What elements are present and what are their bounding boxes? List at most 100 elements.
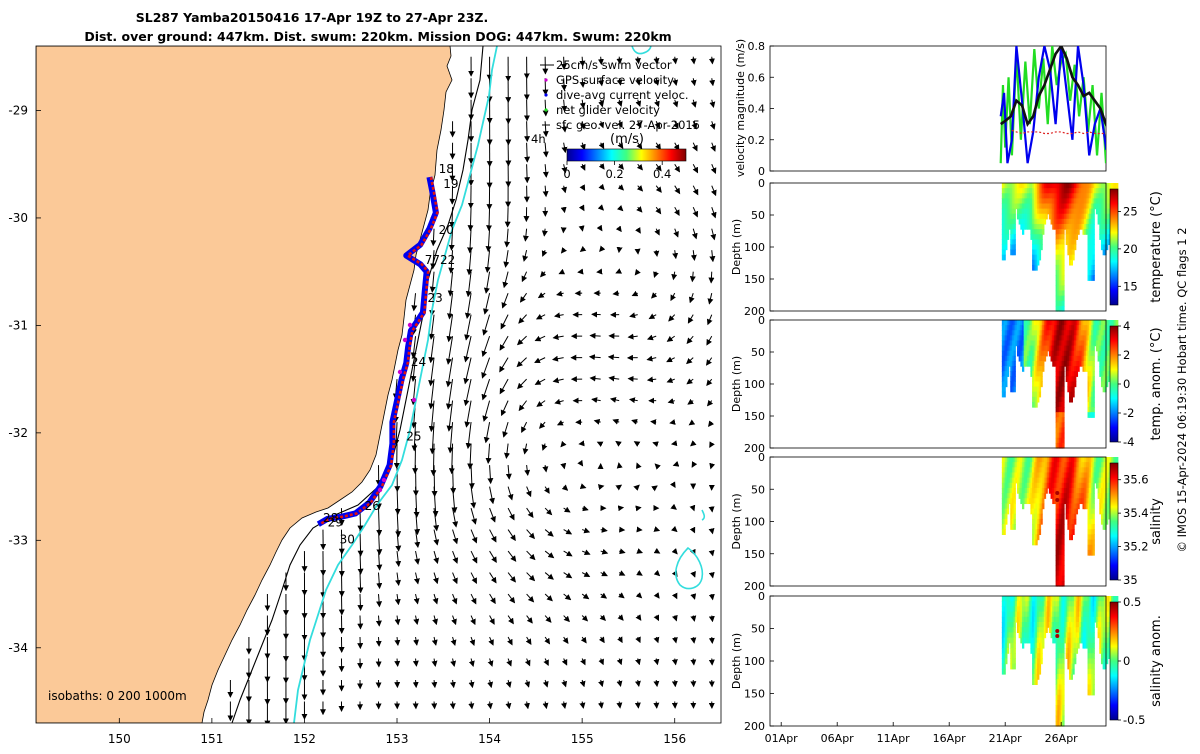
heatmap-cell <box>1093 219 1095 225</box>
gps-surface-velocity-marker <box>412 398 416 402</box>
map-xtick-label: 151 <box>200 732 223 746</box>
heatmap-cell <box>1093 397 1095 403</box>
day-label: 23 <box>428 291 443 305</box>
heatmap-cell <box>1014 224 1016 230</box>
velocity-panel: 00.20.40.60.8 velocity magnitude (m/s) <box>734 39 1116 178</box>
heatmap-cell <box>1042 503 1044 509</box>
heatmap-cell <box>1062 653 1064 659</box>
colorbar-tick-label: -0.5 <box>1123 713 1145 727</box>
day-label: 19 <box>443 177 458 191</box>
heatmap-cell <box>1093 529 1095 535</box>
velocity-vector-arrow <box>655 464 656 465</box>
heatmap-cell <box>1040 239 1042 245</box>
heatmap-cell <box>1093 643 1095 649</box>
heatmap-ytick-label: 50 <box>751 483 765 496</box>
heatmap-cell <box>1046 351 1048 357</box>
heatmap-cell <box>1072 529 1074 535</box>
map-xtick-label: 155 <box>571 732 594 746</box>
heatmap-cell <box>1062 690 1064 696</box>
heatmap-ytick-label: 100 <box>744 241 765 254</box>
heatmap-cell <box>1062 285 1064 291</box>
heatmap-cell <box>1014 387 1016 393</box>
heatmap-cell <box>1040 514 1042 520</box>
heatmap-cell <box>1071 674 1073 680</box>
heatmap-cell <box>1093 622 1095 628</box>
heatmap-cell <box>1062 716 1064 722</box>
heatmap-cell <box>1044 632 1046 638</box>
heatmap-cell <box>1062 392 1064 398</box>
heatmap-cell <box>1093 244 1095 250</box>
heatmap-cell <box>1039 664 1041 670</box>
heatmap-cell <box>1062 255 1064 261</box>
heatmap-cell <box>1062 509 1064 515</box>
heatmap-cell <box>1042 638 1044 644</box>
date-tick-label: 21Apr <box>989 732 1023 745</box>
heatmap-cell <box>1077 503 1079 509</box>
heatmap-cell <box>1007 648 1009 654</box>
heatmap-cell <box>1014 658 1016 664</box>
velocity-vector-arrow <box>397 659 398 666</box>
heatmap-cell <box>1093 224 1095 230</box>
heatmap-cell <box>1004 664 1006 670</box>
heatmap-cell <box>1039 255 1041 261</box>
heatmap-ytick-label: 0 <box>758 451 765 464</box>
heatmap-cell <box>1039 387 1041 393</box>
heatmap-cell <box>1062 514 1064 520</box>
heatmap-cell <box>1062 545 1064 551</box>
date-tick-label: 16Apr <box>933 732 967 745</box>
heatmap-cell <box>1014 361 1016 367</box>
date-tick-label: 06Apr <box>821 732 855 745</box>
heatmap-cell <box>1093 534 1095 540</box>
heatmap-cell <box>1039 392 1041 398</box>
colorbar-tick-label: 4 <box>1123 319 1130 333</box>
heatmap-cell <box>1062 648 1064 654</box>
legend-entry-net-glider: net glider velocity <box>556 103 660 117</box>
heatmap-cell <box>1062 301 1064 307</box>
heatmap-cell <box>1005 381 1007 387</box>
heatmap-cell <box>1014 483 1016 489</box>
heatmap-cell <box>1014 371 1016 377</box>
velocity-ytick-label: 0.2 <box>748 134 766 147</box>
heatmap-cell <box>1042 224 1044 230</box>
heatmap-cell <box>1046 488 1048 494</box>
heatmap-ytick-label: 0 <box>758 590 765 603</box>
heatmap-cell <box>1014 664 1016 670</box>
heatmap-cell <box>1093 503 1095 509</box>
heatmap-cell <box>1071 534 1073 540</box>
heatmap-cell <box>1062 529 1064 535</box>
heatmap-cell <box>1040 519 1042 525</box>
heatmap-cell <box>1004 387 1006 393</box>
day-label: 25 <box>406 429 421 443</box>
heatmap-cell <box>1042 366 1044 372</box>
heatmap-cell <box>1093 361 1095 367</box>
heatmap-cell <box>1093 524 1095 530</box>
heatmap-outlier-point <box>1055 629 1059 633</box>
heatmap-cell <box>1116 183 1118 189</box>
map-xtick-label: 153 <box>386 732 409 746</box>
heatmap-cell <box>1037 674 1039 680</box>
heatmap-cell <box>1076 509 1078 515</box>
heatmap-ytick-label: 50 <box>751 623 765 636</box>
heatmap-cell <box>1093 381 1095 387</box>
gps-surface-velocity-marker <box>408 323 412 327</box>
heatmap-cell <box>1116 457 1118 463</box>
heatmap-outlier-point <box>1055 634 1059 638</box>
heatmap-cell <box>1093 488 1095 494</box>
gps-surface-velocity-marker <box>398 370 402 374</box>
heatmap-ytick-label: 200 <box>744 720 765 733</box>
date-tick-label: 11Apr <box>877 732 911 745</box>
heatmap-cell <box>1074 653 1076 659</box>
heatmap-cell <box>1062 387 1064 393</box>
heatmap-cell <box>1014 648 1016 654</box>
heatmap-cell <box>1093 412 1095 418</box>
heatmap-cell <box>1093 509 1095 515</box>
heatmap-cell <box>1093 653 1095 659</box>
heatmap-cell <box>1044 493 1046 499</box>
heatmap-cell <box>1072 664 1074 670</box>
heatmap-cell <box>1062 296 1064 302</box>
velocity-vector-arrow <box>578 272 582 273</box>
heatmap-cell <box>1093 250 1095 256</box>
